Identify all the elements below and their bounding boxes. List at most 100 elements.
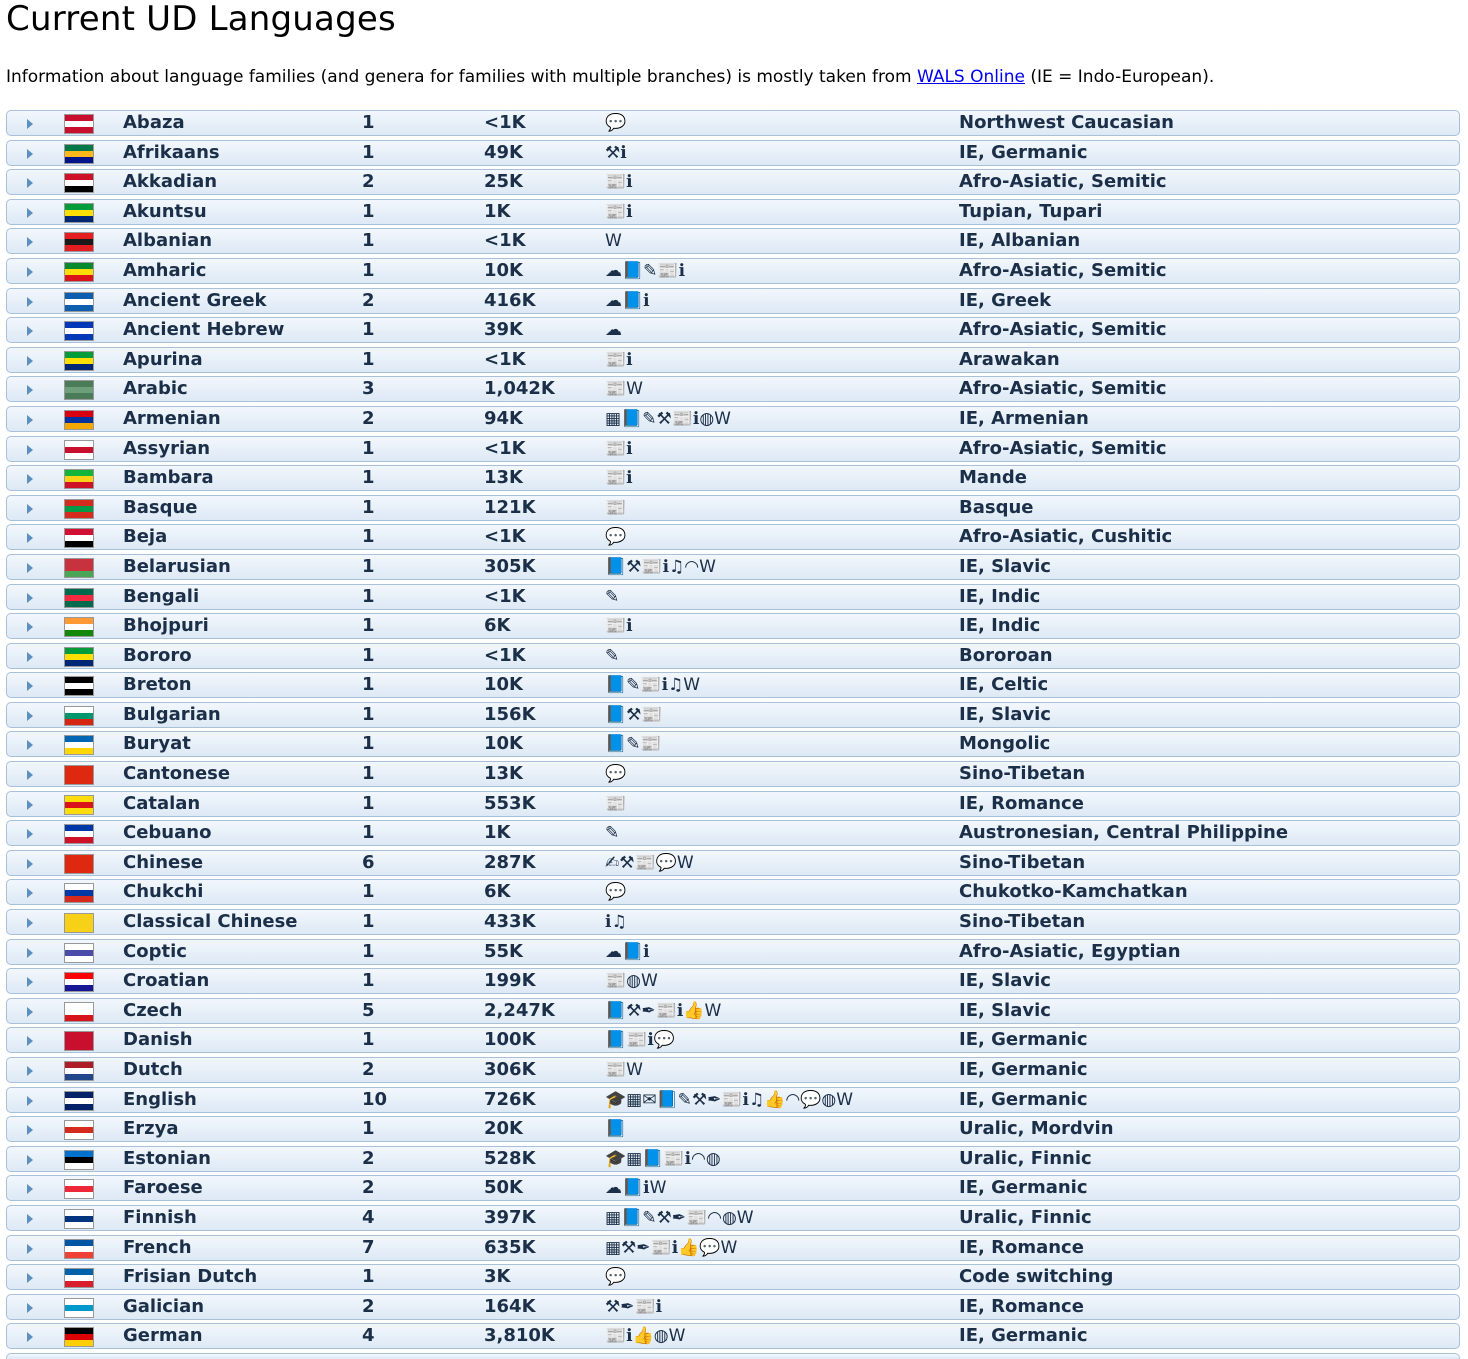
language-row[interactable]: Bhojpuri 1 6K 📰ℹ IE, Indic bbox=[6, 613, 1460, 640]
language-row[interactable]: Akuntsu 1 1K 📰ℹ Tupian, Tupari bbox=[6, 198, 1460, 225]
expand-arrow-icon[interactable] bbox=[27, 296, 33, 307]
language-family: IE, Germanic bbox=[959, 1177, 1088, 1199]
language-table: Abaza 1 <1K 💬 Northwest Caucasian Afrikaans 1 4… bbox=[6, 110, 1460, 1359]
expand-arrow-icon[interactable] bbox=[27, 326, 33, 337]
expand-arrow-icon[interactable] bbox=[27, 119, 33, 129]
expand-arrow-icon[interactable] bbox=[27, 1243, 33, 1254]
language-row[interactable]: Frisian Dutch 1 3K 💬 Code switching bbox=[6, 1264, 1460, 1291]
language-row[interactable]: Galician 2 164K ⚒✒📰ℹ IE, Romance bbox=[6, 1293, 1460, 1320]
expand-arrow-icon[interactable] bbox=[27, 947, 33, 958]
genre-icons: 📘⚒📰ℹ♫◠W bbox=[605, 556, 716, 577]
language-row[interactable]: Bambara 1 13K 📰ℹ Mande bbox=[6, 465, 1460, 492]
expand-arrow-icon[interactable] bbox=[27, 385, 33, 396]
language-row[interactable]: Bulgarian 1 156K 📘⚒📰 IE, Slavic bbox=[6, 701, 1460, 728]
expand-arrow-icon[interactable] bbox=[27, 237, 33, 248]
treebank-count: 1 bbox=[362, 615, 375, 637]
language-row[interactable]: Afrikaans 1 49K ⚒ℹ IE, Germanic bbox=[6, 139, 1460, 166]
expand-arrow-icon[interactable] bbox=[27, 1332, 33, 1343]
flag-icon bbox=[64, 380, 94, 401]
expand-arrow-icon[interactable] bbox=[27, 1125, 33, 1136]
language-row[interactable]: Faroese 2 50K ☁📘ℹW IE, Germanic bbox=[6, 1175, 1460, 1202]
language-row[interactable]: Estonian 2 528K 🎓▦📘📰ℹ◠◍ Uralic, Finnic bbox=[6, 1145, 1460, 1172]
expand-arrow-icon[interactable] bbox=[27, 474, 33, 485]
expand-arrow-icon[interactable] bbox=[27, 355, 33, 366]
expand-arrow-icon[interactable] bbox=[27, 681, 33, 692]
language-row[interactable]: Ancient Greek 2 416K ☁📘ℹ IE, Greek bbox=[6, 287, 1460, 314]
expand-arrow-icon[interactable] bbox=[27, 1302, 33, 1313]
language-row[interactable]: Amharic 1 10K ☁📘✎📰ℹ Afro-Asiatic, Semitic bbox=[6, 257, 1460, 284]
expand-arrow-icon[interactable] bbox=[27, 858, 33, 869]
language-row[interactable]: Cebuano 1 1K ✎ Austronesian, Central Philipp… bbox=[6, 820, 1460, 847]
expand-arrow-icon[interactable] bbox=[27, 1006, 33, 1017]
language-row[interactable]: German 4 3,810K 📰ℹ👍◍W IE, Germanic bbox=[6, 1323, 1460, 1350]
language-row[interactable]: Armenian 2 94K ▦📘✎⚒📰ℹ◍W IE, Armenian bbox=[6, 405, 1460, 432]
language-row[interactable]: Finnish 4 397K ▦📘✎⚒✒📰◠◍W Uralic, Finnic bbox=[6, 1204, 1460, 1231]
expand-arrow-icon[interactable] bbox=[27, 740, 33, 751]
wals-online-link[interactable]: WALS Online bbox=[916, 67, 1025, 87]
expand-arrow-icon[interactable] bbox=[27, 918, 33, 929]
language-row[interactable]: Basque 1 121K 📰 Basque bbox=[6, 494, 1460, 521]
expand-arrow-icon[interactable] bbox=[27, 1154, 33, 1165]
expand-arrow-icon[interactable] bbox=[27, 266, 33, 277]
language-row[interactable]: Arabic 3 1,042K 📰W Afro-Asiatic, Semitic bbox=[6, 376, 1460, 403]
expand-arrow-icon[interactable] bbox=[27, 533, 33, 544]
expand-arrow-icon[interactable] bbox=[27, 1184, 33, 1195]
language-row[interactable]: Breton 1 10K 📘✎📰ℹ♫W IE, Celtic bbox=[6, 672, 1460, 699]
expand-arrow-icon[interactable] bbox=[27, 414, 33, 425]
language-row[interactable]: Buryat 1 10K 📘✎📰 Mongolic bbox=[6, 731, 1460, 758]
language-row[interactable]: Chinese 6 287K ✍⚒📰💬W Sino-Tibetan bbox=[6, 849, 1460, 876]
language-row[interactable]: Bororo 1 <1K ✎ Bororoan bbox=[6, 642, 1460, 669]
expand-arrow-icon[interactable] bbox=[27, 148, 33, 159]
language-row[interactable]: English 10 726K 🎓▦✉📘✎⚒✒📰ℹ♫👍◠💬◍W IE, Germanic bbox=[6, 1086, 1460, 1113]
expand-arrow-icon[interactable] bbox=[27, 770, 33, 781]
expand-arrow-icon[interactable] bbox=[27, 562, 33, 573]
language-row[interactable]: Bengali 1 <1K ✎ IE, Indic bbox=[6, 583, 1460, 610]
language-row[interactable]: Beja 1 <1K 💬 Afro-Asiatic, Cushitic bbox=[6, 524, 1460, 551]
expand-arrow-icon[interactable] bbox=[27, 710, 33, 721]
expand-arrow-icon[interactable] bbox=[27, 1213, 33, 1224]
language-row[interactable]: Coptic 1 55K ☁📘ℹ Afro-Asiatic, Egyptian bbox=[6, 938, 1460, 965]
language-row[interactable]: Czech 5 2,247K 📘⚒✒📰ℹ👍W IE, Slavic bbox=[6, 997, 1460, 1024]
language-family: IE, Slavic bbox=[959, 970, 1051, 992]
language-family: Mande bbox=[959, 467, 1027, 489]
expand-arrow-icon[interactable] bbox=[27, 799, 33, 810]
flag-icon bbox=[64, 291, 94, 312]
language-row[interactable]: Chukchi 1 6K 💬 Chukotko-Kamchatkan bbox=[6, 879, 1460, 906]
language-row[interactable]: Erzya 1 20K 📘 Uralic, Mordvin bbox=[6, 1116, 1460, 1143]
flag-icon bbox=[64, 883, 94, 904]
expand-arrow-icon[interactable] bbox=[27, 503, 33, 514]
language-row[interactable]: French 7 635K ▦⚒✒📰ℹ👍💬W IE, Romance bbox=[6, 1234, 1460, 1261]
language-row[interactable]: Apurina 1 <1K 📰ℹ Arawakan bbox=[6, 346, 1460, 373]
language-name: Buryat bbox=[123, 733, 191, 755]
language-row[interactable]: Assyrian 1 <1K 📰ℹ Afro-Asiatic, Semitic bbox=[6, 435, 1460, 462]
treebank-count: 6 bbox=[362, 851, 375, 873]
language-row[interactable]: Classical Chinese 1 433K ℹ♫ Sino-Tibetan bbox=[6, 909, 1460, 936]
genre-icons: 💬 bbox=[605, 113, 627, 133]
language-row[interactable]: Akkadian 2 25K 📰ℹ Afro-Asiatic, Semitic bbox=[6, 169, 1460, 196]
expand-arrow-icon[interactable] bbox=[27, 178, 33, 189]
expand-arrow-icon[interactable] bbox=[27, 977, 33, 988]
expand-arrow-icon[interactable] bbox=[27, 1095, 33, 1106]
expand-arrow-icon[interactable] bbox=[27, 622, 33, 633]
language-row[interactable]: Albanian 1 <1K W IE, Albanian bbox=[6, 228, 1460, 255]
expand-arrow-icon[interactable] bbox=[27, 207, 33, 218]
language-row[interactable]: Cantonese 1 13K 💬 Sino-Tibetan bbox=[6, 761, 1460, 788]
language-row[interactable]: Catalan 1 553K 📰 IE, Romance bbox=[6, 790, 1460, 817]
expand-arrow-icon[interactable] bbox=[27, 1066, 33, 1076]
language-row[interactable]: Danish 1 100K 📘📰ℹ💬 IE, Germanic bbox=[6, 1027, 1460, 1054]
expand-arrow-icon[interactable] bbox=[27, 1273, 33, 1284]
expand-arrow-icon[interactable] bbox=[27, 444, 33, 455]
expand-arrow-icon[interactable] bbox=[27, 888, 33, 899]
language-row[interactable]: Croatian 1 199K 📰◍W IE, Slavic bbox=[6, 968, 1460, 995]
language-row[interactable]: Dutch 2 306K 📰W IE, Germanic bbox=[6, 1057, 1460, 1083]
expand-arrow-icon[interactable] bbox=[27, 1036, 33, 1047]
language-family: IE, Greek bbox=[959, 289, 1052, 311]
expand-arrow-icon[interactable] bbox=[27, 651, 33, 662]
token-count: 3,810K bbox=[484, 1325, 555, 1347]
language-row[interactable]: Abaza 1 <1K 💬 Northwest Caucasian bbox=[6, 110, 1460, 136]
language-row[interactable]: Belarusian 1 305K 📘⚒📰ℹ♫◠W IE, Slavic bbox=[6, 553, 1460, 580]
language-row[interactable]: Ancient Hebrew 1 39K ☁ Afro-Asiatic, Semitic bbox=[6, 317, 1460, 344]
expand-arrow-icon[interactable] bbox=[27, 829, 33, 840]
expand-arrow-icon[interactable] bbox=[27, 592, 33, 603]
treebank-count: 1 bbox=[362, 1029, 375, 1051]
